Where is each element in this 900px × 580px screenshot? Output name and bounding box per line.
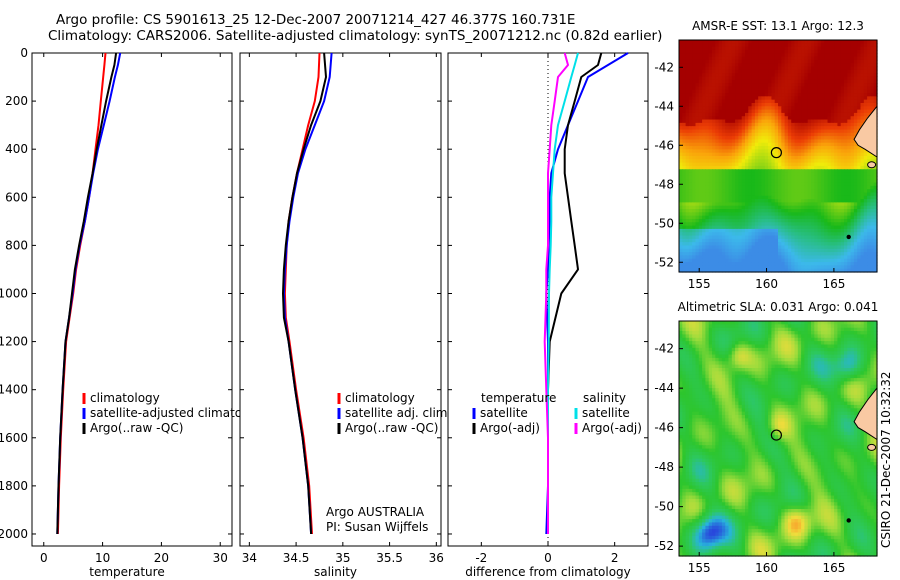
sst-land	[853, 104, 878, 158]
sst-argo-marker	[770, 147, 782, 159]
difference-series-3	[543, 52, 569, 534]
sla-ytick-label: -44	[654, 381, 674, 395]
timestamp-stamp: CSIRO 21-Dec-2007 10:32:32	[879, 371, 893, 548]
temperature-ytick-label: 1400	[0, 383, 28, 397]
temperature-legend-argo-label: Argo(..raw -QC)	[90, 421, 183, 435]
difference-xtick-label: 0	[544, 551, 552, 565]
sla-ytick-label: -48	[654, 460, 674, 474]
difference-legend-s-argo-label: Argo(-adj)	[582, 421, 642, 435]
salinity-xtick-label: 34.5	[283, 551, 310, 565]
difference-legend-t-satellite-label: satellite	[480, 406, 528, 420]
salinity-xtick-label: 34	[242, 551, 257, 565]
temperature-xtick-label: 30	[213, 551, 228, 565]
difference-xtick-label: 2	[611, 551, 619, 565]
sst-ytick-label: -52	[654, 255, 674, 269]
sst-xtick-label: 160	[755, 277, 778, 291]
sla-xtick-label: 165	[822, 561, 845, 575]
sla-ytick-label: -52	[654, 539, 674, 553]
sla-argo-marker	[770, 429, 782, 441]
difference-legend-title-salinity: salinity	[583, 391, 626, 405]
difference-xtick-label: -2	[475, 551, 487, 565]
temperature-ytick-label: 2000	[0, 527, 28, 541]
temperature-plot-frame	[31, 52, 233, 547]
salinity-xtick-label: 36	[429, 551, 444, 565]
sla-xtick-label: 160	[755, 561, 778, 575]
temperature-ytick-label: 0	[20, 46, 28, 60]
sla-ytick-label: -46	[654, 421, 674, 435]
sst-ytick-label: -50	[654, 216, 674, 230]
sst-stewart-island	[867, 161, 877, 169]
temperature-legend-climatology-label: climatology	[90, 391, 160, 405]
sst-map-image	[679, 40, 878, 273]
sla-title: Altimetric SLA: 0.031 Argo: 0.041	[678, 300, 879, 314]
sla-stewart-island	[867, 443, 877, 451]
temperature-ytick-label: 400	[5, 142, 28, 156]
temperature-series-2	[56, 52, 118, 535]
salinity-legend-argo-label: Argo(..raw -QC)	[345, 421, 438, 435]
salinity-xtick-label: 35.5	[376, 551, 403, 565]
temperature-xtick-label: 20	[154, 551, 169, 565]
sst-ytick-label: -44	[654, 99, 674, 113]
salinity-annotation-line1: Argo AUSTRALIA	[326, 505, 425, 519]
sst-ytick-label: -46	[654, 138, 674, 152]
sst-ytick-label: -48	[654, 177, 674, 191]
temperature-ytick-label: 1200	[0, 335, 28, 349]
temperature-ytick-label: 1800	[0, 479, 28, 493]
temperature-ytick-label: 600	[5, 190, 28, 204]
sst-title: AMSR-E SST: 13.1 Argo: 12.3	[692, 19, 864, 33]
temperature-xlabel: temperature	[89, 565, 164, 579]
salinity-series-2	[282, 52, 327, 535]
sla-land	[853, 386, 878, 441]
sst-auckland-islands	[846, 234, 851, 240]
temperature-ytick-label: 200	[5, 94, 28, 108]
difference-legend-t-argo-label: Argo(-adj)	[480, 421, 540, 435]
salinity-annotation-line2: PI: Susan Wijffels	[326, 520, 428, 534]
sst-xtick-label: 165	[822, 277, 845, 291]
figure-title-line2: Climatology: CARS2006. Satellite-adjuste…	[48, 28, 663, 44]
difference-xlabel: difference from climatology	[465, 565, 631, 579]
sst-xtick-label: 155	[688, 277, 711, 291]
temperature-ytick-label: 1600	[0, 431, 28, 445]
sla-ytick-label: -42	[654, 342, 674, 356]
sla-map-image	[679, 321, 878, 557]
sla-auckland-islands	[846, 518, 851, 523]
salinity-legend-satellite-label: satellite adj. clim.	[345, 406, 451, 420]
difference-legend-title-temperature: temperature	[481, 391, 556, 405]
salinity-plot-frame	[239, 52, 442, 547]
figure-title-line1: Argo profile: CS 5901613_25 12-Dec-2007 …	[56, 12, 576, 28]
salinity-xtick-label: 35	[335, 551, 350, 565]
temperature-xtick-label: 10	[95, 551, 110, 565]
salinity-legend-climatology-label: climatology	[345, 391, 415, 405]
sla-ytick-label: -50	[654, 500, 674, 514]
temperature-legend-satellite-label: satellite-adjusted climatology	[90, 406, 268, 420]
difference-legend-s-satellite-label: satellite	[582, 406, 630, 420]
difference-series-2	[547, 52, 579, 534]
temperature-ytick-label: 800	[5, 238, 28, 252]
sst-ytick-label: -42	[654, 60, 674, 74]
sla-xtick-label: 155	[688, 561, 711, 575]
sst-map-frame	[678, 39, 878, 273]
temperature-xtick-label: 0	[40, 551, 48, 565]
salinity-xlabel: salinity	[314, 565, 357, 579]
sla-map-frame	[678, 320, 878, 557]
temperature-ytick-label: 1000	[0, 286, 28, 300]
